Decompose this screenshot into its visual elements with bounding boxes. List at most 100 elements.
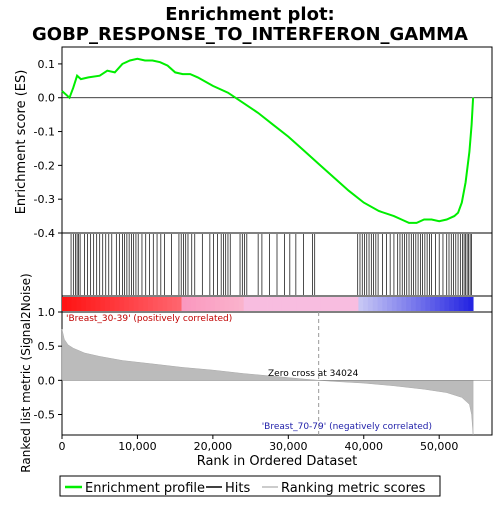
es-panel-frame [61,46,493,234]
legend-label-hits: Hits [225,481,250,496]
title-line-1: Enrichment plot: [165,4,335,25]
neg-correlated-label: 'Breast_70-79' (negatively correlated) [262,422,432,432]
color-bar-segment [119,297,125,311]
color-bar-segment [415,297,421,311]
es-ylabel: Enrichment score (ES) [14,70,29,215]
color-bar-segment [420,297,426,311]
color-bar-segment [262,297,268,311]
color-bar-segment [76,297,82,311]
color-bar-segment [434,297,441,311]
color-bar-segment [296,297,302,311]
color-bar-segment [109,297,115,311]
color-bar-segment [315,297,321,311]
color-bar-segment [167,297,173,311]
color-bar-segment [128,297,135,311]
color-bar-segment [152,297,159,311]
color-bar-segment [243,297,249,311]
color-bar [62,297,474,311]
hits-area [70,234,472,295]
title-line-2: GOBP_RESPONSE_TO_INTERFERON_GAMMA [32,24,468,45]
legend-box [59,475,441,497]
color-bar-segment [62,297,68,311]
color-bar-segment [430,297,436,311]
color-bar-segment [214,297,221,311]
color-bar-segment [191,297,197,311]
xaxis-label: Rank in Ordered Dataset [197,454,358,469]
color-bar-segment [143,297,149,311]
color-bar-segment [219,297,225,311]
color-bar-segment [205,297,211,311]
color-bar-segment [258,297,264,311]
color-bar-segment [124,297,130,311]
color-bar-segment [229,297,235,311]
ranked-ytick-label: 1.0 [38,306,56,319]
es-ytick-label: -0.1 [34,126,55,139]
color-bar-segment [449,297,455,311]
color-bar-segment [305,297,311,311]
color-bar-segment [348,297,355,311]
color-bar-segment [85,297,92,311]
color-bar-segment [224,297,230,311]
color-bar-segment [329,297,335,311]
ranked-ylabel: Ranked list metric (Signal2Noise) [19,273,33,472]
xtick-label: 20,000 [194,440,233,453]
color-bar-segment [301,297,307,311]
color-bar-segment [148,297,154,311]
es-ytick-label: -0.2 [34,159,55,172]
color-bar-segment [358,297,364,311]
color-bar-segment [310,297,316,311]
color-bar-segment [339,297,345,311]
color-bar-segment [267,297,273,311]
pos-correlated-label: 'Breast_30-39' (positively correlated) [66,314,232,324]
es-ytick-label: -0.3 [34,193,55,206]
es-ytick-label: 0.1 [38,58,56,71]
color-bar-segment [95,297,101,311]
color-bar-segment [396,297,402,311]
zero-cross-label: Zero cross at 34024 [268,369,359,379]
color-bar-segment [382,297,388,311]
ranked-plot-area [61,312,492,436]
color-bar-segment [463,297,469,311]
color-bar-segment [291,297,297,311]
color-bar-segment [157,297,163,311]
color-bar-segment [90,297,96,311]
color-bar-segment [100,297,106,311]
color-bar-segment [234,297,240,311]
color-bar-segment [171,297,178,311]
color-bar-segment [81,297,87,311]
color-bar-segment [468,297,474,311]
xtick-label: 40,000 [345,440,384,453]
color-bar-segment [210,297,216,311]
xtick-label: 50,000 [420,440,459,453]
color-bar-segment [439,297,445,311]
ranked-ytick-label: 0.5 [38,340,56,353]
color-bar-segment [105,297,111,311]
ranking-metric-area [61,329,474,436]
legend-label-enrichment: Enrichment profile [85,481,205,496]
color-bar-segment [425,297,431,311]
color-bar-segment [238,297,245,311]
legend-label-ranking: Ranking metric scores [281,481,426,496]
color-bar-segment [133,297,139,311]
enrichment-profile-line [61,57,475,224]
color-bar-segment [286,297,292,311]
color-bar-segment [444,297,450,311]
color-bar-segment [277,297,283,311]
color-bar-segment [272,297,278,311]
ranked-ytick-label: 0.0 [38,374,56,387]
color-bar-segment [363,297,369,311]
es-ytick-label: 0.0 [38,92,56,105]
color-bar-segment [324,297,331,311]
color-bar-segment [410,297,417,311]
color-bar-segment [114,297,120,311]
color-bar-segment [334,297,340,311]
color-bar-segment [71,297,77,311]
color-bar-segment [248,297,254,311]
color-bar-segment [353,297,359,311]
color-bar-segment [320,297,326,311]
color-bar-segment [195,297,202,311]
axes: 0.1 0.0 -0.1 -0.2 -0.3 -0.4 1.0 0.5 0.0 -0.5 0 10,0… [34,58,459,453]
color-bar-segment [391,297,398,311]
xtick-label: 0 [59,440,66,453]
